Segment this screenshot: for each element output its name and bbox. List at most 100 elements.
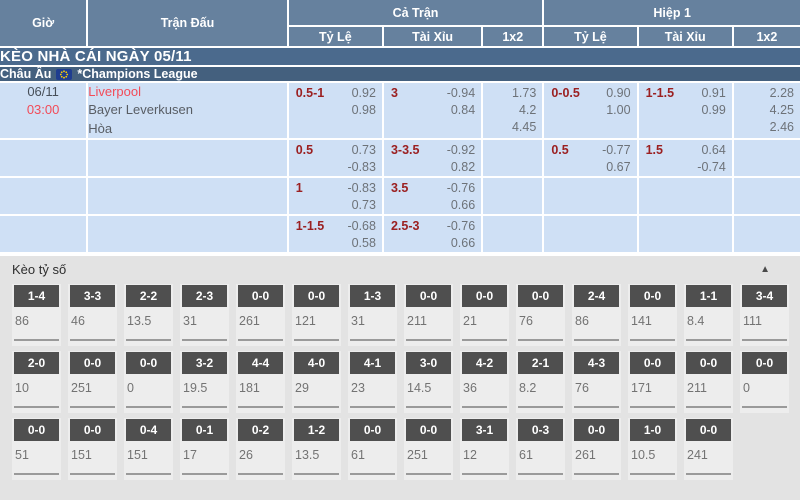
score-chip[interactable]: 4-1 <box>350 351 395 374</box>
score-bet-card[interactable]: 3-1 12 <box>460 417 509 480</box>
score-chip[interactable]: 0-4 <box>126 418 171 441</box>
odds-handicap-cell[interactable]: 0.5-1 0.92 0.98 <box>286 80 384 141</box>
score-chip[interactable]: 0-0 <box>14 418 59 441</box>
score-chip[interactable]: 0-0 <box>406 418 451 441</box>
odds-value[interactable]: 2.46 <box>769 119 794 134</box>
score-chip[interactable]: 0-3 <box>518 418 563 441</box>
odds-value[interactable]: -0.74 <box>697 160 726 175</box>
score-chip[interactable]: 0-0 <box>518 284 563 307</box>
score-bet-card[interactable]: 0-4 151 <box>124 417 173 480</box>
score-chip[interactable]: 1-1 <box>686 284 731 307</box>
odds-value[interactable]: -0.77 <box>602 143 631 158</box>
score-chip[interactable]: 0-0 <box>406 284 451 307</box>
score-chip[interactable]: 1-2 <box>294 418 339 441</box>
odds-value[interactable]: 0.91 <box>701 86 726 100</box>
score-bet-card[interactable]: 0-0 151 <box>68 417 117 480</box>
score-chip[interactable]: 3-3 <box>70 284 115 307</box>
odds-value[interactable]: 1.73 <box>511 86 537 100</box>
odds-value[interactable]: 0.84 <box>450 102 476 117</box>
score-chip[interactable]: 4-2 <box>462 351 507 374</box>
score-bet-card[interactable]: 2-3 31 <box>180 283 229 346</box>
score-chip[interactable]: 0-2 <box>238 418 283 441</box>
score-chip[interactable]: 0-0 <box>686 418 731 441</box>
score-bet-card[interactable]: 0-3 61 <box>516 417 565 480</box>
odds-handicap-cell[interactable]: 1.5 0.64 -0.74 <box>636 138 734 179</box>
score-bet-card[interactable]: 0-0 141 <box>628 283 677 346</box>
home-team[interactable]: Liverpool <box>88 84 141 99</box>
odds-value[interactable]: -0.83 <box>347 181 376 196</box>
odds-value[interactable]: 0.73 <box>351 143 376 158</box>
odds-value[interactable]: 0.92 <box>351 86 376 100</box>
score-bet-card[interactable]: 4-1 23 <box>348 350 397 413</box>
score-chip[interactable]: 2-0 <box>14 351 59 374</box>
odds-value[interactable]: 0.98 <box>351 102 376 117</box>
score-chip[interactable]: 2-2 <box>126 284 171 307</box>
odds-value[interactable]: -0.76 <box>446 218 476 233</box>
odds-value[interactable]: 0.90 <box>606 86 631 100</box>
score-bet-card[interactable]: 0-1 17 <box>180 417 229 480</box>
score-bet-card[interactable]: 3-0 14.5 <box>404 350 453 413</box>
score-chip[interactable]: 2-3 <box>182 284 227 307</box>
score-chip[interactable]: 3-4 <box>742 284 787 307</box>
score-bet-card[interactable]: 0-0 211 <box>684 350 733 413</box>
odds-value[interactable]: -0.94 <box>446 86 476 100</box>
odds-handicap-cell[interactable]: 1-1.5 0.91 0.99 <box>636 80 734 141</box>
score-chip[interactable]: 1-0 <box>630 418 675 441</box>
score-bet-card[interactable]: 0-0 121 <box>292 283 341 346</box>
score-chip[interactable]: 0-0 <box>630 351 675 374</box>
score-chip[interactable]: 0-0 <box>574 418 619 441</box>
odds-value[interactable]: 4.25 <box>769 102 794 117</box>
odds-1x2-cell[interactable]: 2.28 4.25 2.46 <box>731 80 800 141</box>
odds-handicap-cell[interactable]: 0.5 -0.77 0.67 <box>542 138 639 179</box>
score-bet-card[interactable]: 0-0 51 <box>12 417 61 480</box>
odds-value[interactable]: 0.73 <box>351 197 376 212</box>
odds-handicap-cell[interactable]: 3 -0.94 0.84 <box>381 80 484 141</box>
odds-value[interactable]: 1.00 <box>606 102 631 117</box>
match-teams-cell[interactable]: Liverpool Bayer Leverkusen Hòa <box>86 80 289 141</box>
odds-value[interactable]: 2.28 <box>769 86 794 100</box>
score-chip[interactable]: 0-0 <box>462 284 507 307</box>
score-chip[interactable]: 0-0 <box>238 284 283 307</box>
odds-value[interactable]: 0.64 <box>701 143 726 158</box>
score-bet-card[interactable]: 0-0 211 <box>404 283 453 346</box>
league-row[interactable]: Châu Âu <box>0 65 800 83</box>
score-bet-card[interactable]: 0-0 0 <box>740 350 789 413</box>
score-chip[interactable]: 0-0 <box>742 351 787 374</box>
score-chip[interactable]: 0-0 <box>70 418 115 441</box>
score-bet-card[interactable]: 4-2 36 <box>460 350 509 413</box>
score-bet-card[interactable]: 2-1 8.2 <box>516 350 565 413</box>
score-bet-card[interactable]: 4-0 29 <box>292 350 341 413</box>
score-chip[interactable]: 3-1 <box>462 418 507 441</box>
score-chip[interactable]: 0-0 <box>350 418 395 441</box>
score-chip[interactable]: 0-1 <box>182 418 227 441</box>
score-chip[interactable]: 3-0 <box>406 351 451 374</box>
odds-1x2-cell[interactable]: 1.73 4.2 4.45 <box>481 80 545 141</box>
score-chip[interactable]: 1-3 <box>350 284 395 307</box>
score-bet-card[interactable]: 1-2 13.5 <box>292 417 341 480</box>
odds-handicap-cell[interactable]: 0-0.5 0.90 1.00 <box>542 80 639 141</box>
score-bet-card[interactable]: 4-4 181 <box>236 350 285 413</box>
odds-handicap-cell[interactable]: 1 -0.83 0.73 <box>286 176 384 216</box>
score-chip[interactable]: 4-4 <box>238 351 283 374</box>
score-chip[interactable]: 0-0 <box>630 284 675 307</box>
score-bet-card[interactable]: 0-0 251 <box>68 350 117 413</box>
odds-value[interactable]: 4.2 <box>518 102 537 117</box>
score-bet-card[interactable]: 3-3 46 <box>68 283 117 346</box>
odds-value[interactable]: -0.68 <box>347 218 376 233</box>
score-bet-card[interactable]: 3-4 111 <box>740 283 789 346</box>
odds-value[interactable]: 4.45 <box>511 119 537 134</box>
score-bet-card[interactable]: 4-3 76 <box>572 350 621 413</box>
odds-value[interactable]: -0.76 <box>446 181 476 196</box>
score-bet-card[interactable]: 0-0 21 <box>460 283 509 346</box>
score-bet-card[interactable]: 0-0 0 <box>124 350 173 413</box>
odds-handicap-cell[interactable]: 3.5 -0.76 0.66 <box>381 176 484 216</box>
odds-value[interactable]: 0.58 <box>351 235 376 250</box>
score-bet-card[interactable]: 0-0 261 <box>572 417 621 480</box>
odds-value[interactable]: -0.92 <box>446 143 476 158</box>
score-bet-card[interactable]: 0-0 251 <box>404 417 453 480</box>
odds-handicap-cell[interactable]: 3-3.5 -0.92 0.82 <box>381 138 484 179</box>
score-chip[interactable]: 0-0 <box>126 351 171 374</box>
odds-handicap-cell[interactable]: 1-1.5 -0.68 0.58 <box>286 213 384 254</box>
score-chip[interactable]: 4-3 <box>574 351 619 374</box>
odds-value[interactable]: 0.66 <box>450 235 476 250</box>
